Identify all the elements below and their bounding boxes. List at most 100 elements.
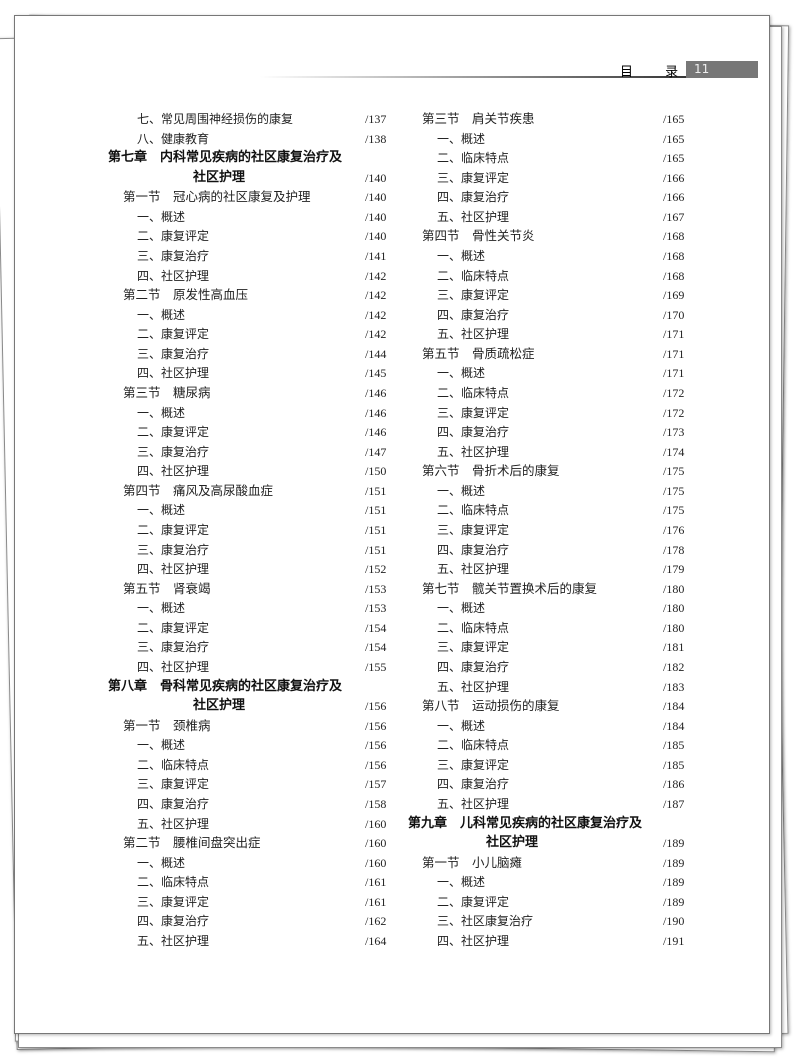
- toc-chapter-title: 第八章 骨科常见疾病的社区康复治疗及: [108, 678, 343, 694]
- toc-item-title: 五、社区护理: [437, 209, 510, 224]
- toc-page-number: /152: [365, 562, 387, 577]
- toc-item-title: 三、康复评定: [137, 777, 210, 792]
- toc-page-number: /150: [365, 464, 387, 479]
- toc-page-number: /181: [663, 640, 685, 655]
- toc-item-title: 二、康复评定: [137, 620, 210, 635]
- toc-item-title: 一、概述: [437, 131, 486, 146]
- toc-page-number: /160: [365, 855, 387, 870]
- toc-page-number: /183: [663, 679, 685, 694]
- toc-page-number: /157: [365, 777, 387, 792]
- toc-item-title: 五、社区护理: [137, 933, 210, 948]
- toc-item-title: 二、临床特点: [437, 503, 510, 518]
- toc-page-number: /151: [365, 503, 387, 518]
- toc-item-title: 一、概述: [137, 601, 186, 616]
- toc-section-title: 第七节 髋关节置换术后的康复: [422, 580, 598, 596]
- toc-item-title: 三、康复评定: [137, 894, 210, 909]
- toc-item-title: 一、概述: [137, 738, 186, 753]
- toc-page-number: /142: [365, 288, 387, 303]
- toc-page-number: /187: [663, 796, 685, 811]
- toc-page-number: /164: [365, 933, 387, 948]
- toc-page-number: /166: [663, 170, 685, 185]
- toc-page-number: /147: [365, 444, 387, 459]
- toc-chapter-cont-title: 社区护理: [193, 698, 246, 714]
- page-number-badge: 11: [686, 61, 758, 78]
- toc-item-title: 四、康复治疗: [137, 796, 210, 811]
- toc-page-number: /140: [365, 170, 387, 185]
- toc-item-title: 四、社区护理: [137, 562, 210, 577]
- toc-page-number: /138: [365, 131, 387, 146]
- toc-page-number: /151: [365, 522, 387, 537]
- toc-page-number: /167: [663, 209, 685, 224]
- toc-item-title: 七、常见周围神经损伤的康复: [137, 112, 294, 126]
- toc-page-number: /170: [663, 307, 685, 322]
- toc-page-number: /140: [365, 209, 387, 224]
- toc-item-title: 二、康复评定: [137, 522, 210, 537]
- toc-page-number: /156: [365, 738, 387, 753]
- toc-section-title: 第一节 冠心病的社区康复及护理: [123, 189, 311, 205]
- toc-section-title: 第四节 骨性关节炎: [422, 228, 535, 244]
- toc-page-number: /137: [365, 112, 387, 126]
- toc-item-title: 四、康复治疗: [437, 659, 510, 674]
- toc-item-title: 三、康复评定: [437, 640, 510, 655]
- toc-chapter-title: 第九章 儿科常见疾病的社区康复治疗及: [408, 815, 643, 831]
- toc-item-title: 一、概述: [437, 601, 486, 616]
- toc-section-title: 第六节 骨折术后的康复: [422, 463, 560, 479]
- toc-page-number: /190: [663, 914, 685, 929]
- toc-page-number: /180: [663, 601, 685, 616]
- toc-page-number: /160: [365, 816, 387, 831]
- toc-item-title: 五、社区护理: [437, 444, 510, 459]
- toc-item-title: 三、康复治疗: [137, 346, 210, 361]
- toc-page-number: /153: [365, 581, 387, 596]
- toc-section-title: 第二节 腰椎间盘突出症: [123, 835, 261, 851]
- toc-item-title: 三、康复治疗: [137, 444, 210, 459]
- toc-item-title: 二、康复评定: [137, 425, 210, 440]
- toc-page-number: /154: [365, 620, 387, 635]
- toc-item-title: 二、康复评定: [437, 894, 510, 909]
- toc-item-title: 二、临床特点: [437, 151, 510, 166]
- toc-item-title: 一、概述: [437, 483, 486, 498]
- toc-section-title: 第一节 小儿脑瘫: [422, 854, 523, 870]
- toc-item-title: 五、社区护理: [137, 816, 210, 831]
- toc-page-number: /180: [663, 620, 685, 635]
- toc-page-number: /171: [663, 366, 685, 381]
- toc-item-title: 四、社区护理: [137, 268, 210, 283]
- toc-page-number: /156: [365, 718, 387, 733]
- toc-item-title: 五、社区护理: [437, 562, 510, 577]
- toc-page-number: /156: [365, 757, 387, 772]
- toc-page-number: /151: [365, 483, 387, 498]
- toc-page-number: /182: [663, 659, 685, 674]
- toc-item-title: 一、概述: [437, 875, 486, 890]
- toc-page-number: /161: [365, 875, 387, 890]
- toc-section-title: 第八节 运动损伤的康复: [422, 698, 560, 714]
- toc-page-number: /173: [663, 425, 685, 440]
- toc-page-number: /161: [365, 894, 387, 909]
- toc-page-number: /142: [365, 268, 387, 283]
- toc-page-number: /175: [663, 503, 685, 518]
- toc-item-title: 一、概述: [437, 248, 486, 263]
- toc-page: [14, 15, 770, 1034]
- toc-item-title: 二、临床特点: [137, 875, 210, 890]
- toc-page-number: /186: [663, 777, 685, 792]
- toc-page-number: /171: [663, 346, 685, 361]
- toc-item-title: 三、康复评定: [437, 288, 510, 303]
- toc-item-title: 四、康复治疗: [137, 914, 210, 929]
- toc-item-title: 一、概述: [137, 405, 186, 420]
- toc-item-title: 四、社区护理: [437, 933, 510, 948]
- toc-page-number: /189: [663, 836, 685, 851]
- toc-item-title: 一、概述: [137, 503, 186, 518]
- toc-item-title: 五、社区护理: [437, 796, 510, 811]
- toc-item-title: 三、康复评定: [437, 405, 510, 420]
- toc-page-number: /153: [365, 601, 387, 616]
- toc-item-title: 三、康复治疗: [137, 542, 210, 557]
- toc-page-number: /175: [663, 464, 685, 479]
- toc-item-title: 四、康复治疗: [437, 542, 510, 557]
- toc-item-title: 一、概述: [137, 307, 186, 322]
- header-rule: [260, 76, 690, 78]
- toc-page-number: /185: [663, 738, 685, 753]
- toc-page-number: /172: [663, 405, 685, 420]
- toc-item-title: 四、康复治疗: [437, 190, 510, 205]
- toc-page-number: /185: [663, 757, 685, 772]
- toc-page-number: /168: [663, 268, 685, 283]
- toc-page-number: /179: [663, 562, 685, 577]
- toc-item-title: 四、社区护理: [137, 366, 210, 381]
